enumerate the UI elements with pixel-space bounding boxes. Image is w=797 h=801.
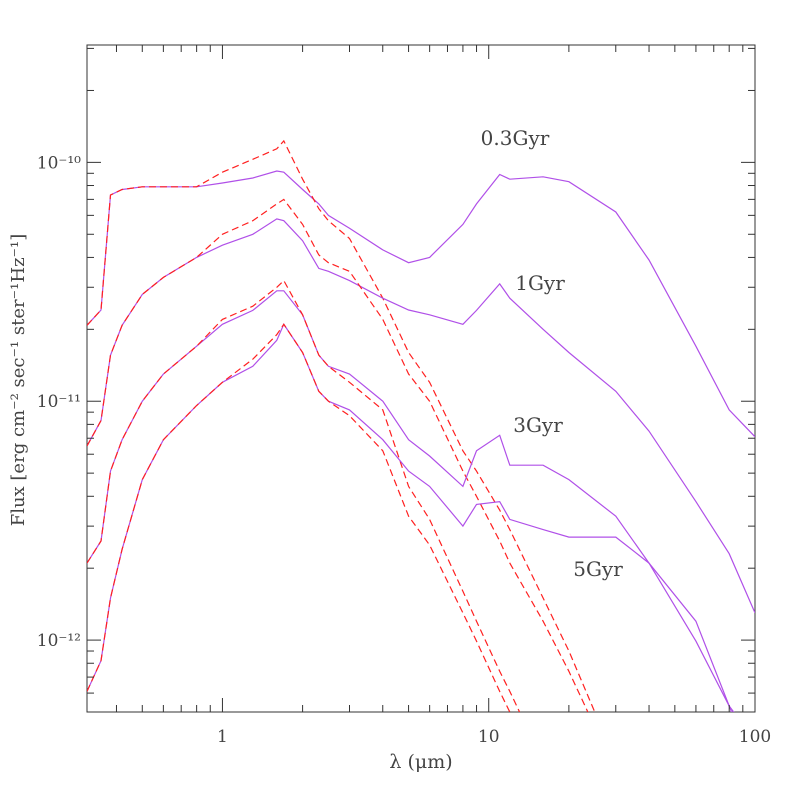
y-tick-label: 10⁻¹⁰ bbox=[37, 153, 81, 173]
y-tick-label: 10⁻¹² bbox=[37, 631, 81, 651]
y-tick-label: 10⁻¹¹ bbox=[37, 392, 81, 412]
series-line bbox=[87, 139, 596, 712]
series-line bbox=[87, 170, 755, 438]
lines bbox=[87, 139, 755, 712]
series-line bbox=[87, 279, 521, 712]
x-axis-label: λ (μm) bbox=[389, 751, 452, 773]
series-line bbox=[87, 290, 735, 712]
annotation: 5Gyr bbox=[573, 557, 623, 581]
series-line bbox=[87, 198, 589, 712]
annotation: 0.3Gyr bbox=[481, 126, 550, 150]
x-tick-label: 10 bbox=[478, 727, 500, 747]
series-line bbox=[87, 323, 511, 712]
x-tick-label: 100 bbox=[739, 727, 771, 747]
y-axis-label: Flux [erg cm⁻² sec⁻¹ ster⁻¹Hz⁻¹] bbox=[8, 234, 29, 527]
annotation: 1Gyr bbox=[515, 271, 565, 295]
series-line bbox=[87, 323, 733, 712]
plot-frame bbox=[86, 44, 756, 713]
annotation: 3Gyr bbox=[513, 413, 563, 437]
x-tick-label: 1 bbox=[217, 727, 228, 747]
